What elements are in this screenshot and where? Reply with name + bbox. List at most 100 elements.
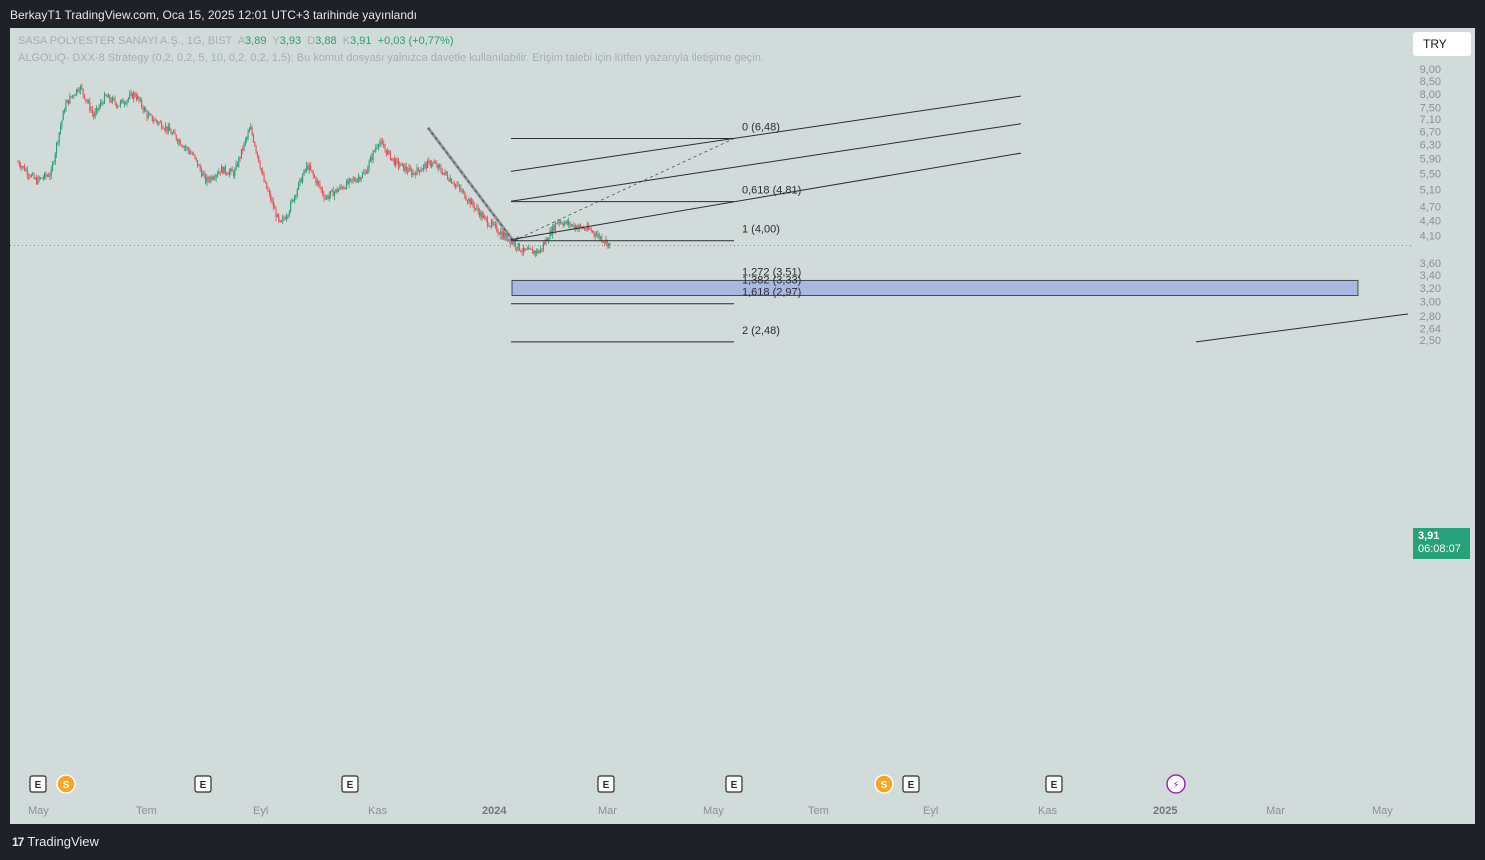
candle-body [377, 144, 379, 147]
candle-body [231, 168, 233, 172]
candle-body [123, 103, 125, 105]
candle-body [45, 173, 47, 176]
candle-body [52, 163, 54, 170]
candle-body [505, 233, 507, 238]
candle-body [466, 200, 469, 202]
candle-body [115, 103, 117, 107]
time-tick-label: Eyl [923, 805, 938, 817]
candle-body [242, 148, 244, 150]
tradingview-brand[interactable]: 17 TradingView [12, 834, 99, 849]
candle-body [22, 166, 24, 168]
candle-body [53, 161, 55, 164]
candle-body [451, 178, 453, 184]
candle-body [228, 171, 231, 175]
candle-body [37, 177, 39, 184]
candle-body [64, 111, 66, 112]
candle-body [179, 140, 181, 145]
time-tick-label: Tem [136, 805, 157, 817]
candle-body [497, 231, 499, 234]
fib-level-label: 1,272 (3,51) [742, 266, 801, 278]
candle-body [40, 177, 42, 179]
candle-body [48, 175, 50, 177]
candle-body [546, 238, 548, 241]
split-marker-icon [874, 774, 894, 794]
candle-body [353, 179, 356, 181]
candle-body [304, 170, 306, 171]
candle-body [585, 229, 587, 231]
candle-body [85, 99, 87, 101]
split-marker-label: S [63, 780, 70, 791]
candle-body [360, 177, 362, 181]
candle-body [287, 215, 289, 217]
candle-body [598, 234, 600, 239]
candle-body [114, 99, 116, 104]
candle-body [356, 179, 358, 182]
price-chart[interactable]: 0 (6,48) 0,618 (4,81) 1 (4,00) 1,272 (3,51)… [10, 28, 1475, 824]
candle-body [506, 233, 508, 241]
legend-close-label: K [342, 35, 351, 47]
candle-body [403, 163, 405, 171]
fib-level-label: 2 (2,48) [742, 325, 780, 337]
candle-body [588, 225, 590, 230]
candle-body [67, 99, 70, 104]
news-marker-label: ⚡ [1172, 780, 1179, 791]
candle-body [21, 166, 23, 168]
earnings-marker-icon [29, 775, 47, 793]
candle-body [404, 166, 406, 171]
candle-body [83, 94, 86, 100]
earnings-marker-icon [902, 775, 920, 793]
candle-body [405, 166, 407, 171]
candle-body [433, 162, 435, 164]
price-tick-label: 2,80 [1420, 311, 1441, 323]
candle-body [107, 95, 109, 98]
target-zone [511, 279, 1359, 296]
earnings-marker-label: E [1051, 780, 1058, 791]
legend-close-value: 3,91 [350, 35, 372, 47]
candle-body [119, 101, 121, 106]
candle-body [566, 221, 568, 225]
candle-body [95, 108, 98, 112]
candle-body [552, 225, 554, 235]
candle-body [294, 195, 296, 202]
legend-open-label: A [237, 35, 246, 47]
candle-body [532, 249, 534, 254]
candle-body [284, 218, 286, 220]
candle-body [248, 129, 250, 133]
candle-body [322, 189, 324, 195]
candle-body [194, 154, 196, 158]
price-tick-label: 6,30 [1420, 140, 1441, 152]
candle-body [272, 200, 274, 208]
candle-body [385, 149, 387, 155]
candle-body [348, 179, 350, 184]
candle-body [256, 151, 258, 156]
candle-body [536, 250, 538, 254]
candle-body [90, 110, 92, 111]
tradingview-logo-icon: 17 [12, 834, 24, 849]
candle-body [29, 175, 31, 177]
candle-body [267, 188, 269, 192]
fib-level-label: 0,618 (4,81) [742, 185, 801, 197]
candle-body [291, 199, 293, 203]
candle-body [208, 179, 211, 181]
candle-body [290, 202, 292, 212]
candle-body [478, 211, 481, 217]
candle-body [60, 126, 62, 133]
candle-body [411, 170, 413, 176]
candle-body [441, 171, 443, 175]
candle-body [66, 99, 68, 103]
candle-body [365, 172, 368, 174]
price-tick-label: 5,90 [1420, 153, 1441, 165]
candle-body [524, 247, 526, 251]
candle-body [173, 131, 175, 133]
candle-body [166, 126, 168, 132]
candle-body [453, 183, 455, 186]
legend-high-value: 3,93 [279, 35, 302, 47]
price-tick-label: 6,70 [1420, 126, 1441, 138]
currency-selector[interactable]: TRY [1413, 32, 1471, 56]
candle-body [457, 185, 459, 186]
candle-body [223, 166, 225, 174]
candle-body [584, 228, 586, 230]
chart-area[interactable]: 0 (6,48) 0,618 (4,81) 1 (4,00) 1,272 (3,51)… [10, 28, 1475, 824]
candle-body [292, 199, 294, 202]
candle-body [521, 251, 523, 253]
